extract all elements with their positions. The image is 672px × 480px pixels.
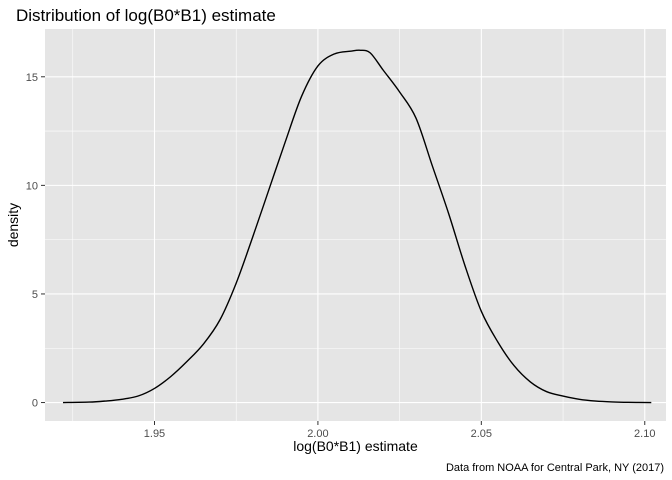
y-tick-label: 10 (26, 180, 38, 192)
y-tick-label: 0 (32, 398, 38, 410)
x-axis: 1.95 2.00 2.05 2.10 (144, 421, 655, 440)
density-curve (62, 49, 652, 404)
y-tick-label: 15 (26, 72, 38, 84)
chart-caption: Data from NOAA for Central Park, NY (201… (446, 462, 664, 474)
plot-panel (45, 29, 666, 421)
y-axis: 0 5 10 15 (26, 72, 45, 410)
major-gridlines (45, 29, 666, 421)
x-tick-label: 1.95 (144, 428, 165, 440)
x-axis-title: log(B0*B1) estimate (293, 438, 418, 454)
x-tick-label: 2.05 (471, 428, 492, 440)
x-tick-label: 2.00 (307, 428, 328, 440)
y-tick-label: 5 (32, 289, 38, 301)
y-axis-title: density (5, 203, 21, 247)
x-tick-label: 2.10 (634, 428, 655, 440)
chart-title: Distribution of log(B0*B1) estimate (16, 6, 276, 25)
minor-gridlines (45, 29, 666, 421)
